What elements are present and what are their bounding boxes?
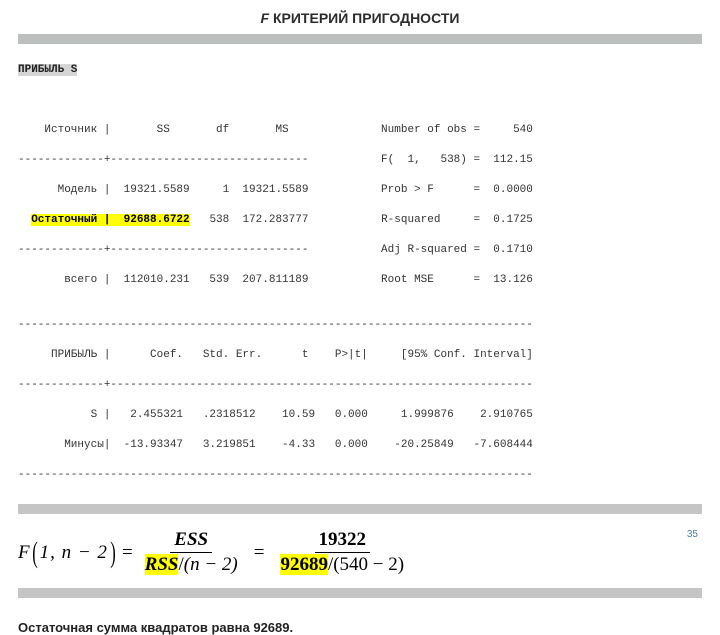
divider-mid <box>18 504 702 514</box>
footnote-text: Остаточная сумма квадратов равна 92689. <box>18 620 702 635</box>
page-title: F КРИТЕРИЙ ПРИГОДНОСТИ <box>0 10 720 26</box>
term-row-residual: Остаточный | 92688.6722 538 172.283777 R… <box>18 213 702 228</box>
stata-output: ПРИБЫЛЬ S Источник | SS df MS Number of … <box>18 48 702 498</box>
frac-den-val: 92689/(540 − 2) <box>276 553 408 576</box>
formula-row: F ( 1, n − 2 ) = ESS RSS/(n − 2) = 19322… <box>18 522 702 584</box>
term-row: Модель | 19321.5589 1 19321.5589 Prob > … <box>18 183 702 198</box>
page-number: 35 <box>687 529 698 540</box>
term-row: Источник | SS df MS Number of obs = 540 <box>18 123 702 138</box>
term-row: ПРИБЫЛЬ | Coef. Std. Err. t P>|t| [95% C… <box>18 348 702 363</box>
f-symbol: F <box>18 542 30 564</box>
equals-1: = <box>122 542 133 564</box>
divider-top <box>18 34 702 44</box>
frac-num-val: 19322 <box>315 530 371 553</box>
term-row: -------------+--------------------------… <box>18 153 702 168</box>
fraction-symbolic: ESS RSS/(n − 2) <box>141 530 242 576</box>
frac-num: ESS <box>170 530 212 553</box>
residual-highlight: Остаточный | 92688.6722 <box>31 214 189 226</box>
f-args: 1, n − 2 <box>40 542 108 564</box>
frac-den: RSS/(n − 2) <box>141 553 242 576</box>
term-row: всего | 112010.231 539 207.811189 Root M… <box>18 273 702 288</box>
term-row: Минусы| -13.93347 3.219851 -4.33 0.000 -… <box>18 438 702 453</box>
rss-highlight: RSS <box>145 554 179 575</box>
rss-value-highlight: 92689 <box>280 554 328 575</box>
output-header: ПРИБЫЛЬ S <box>18 64 77 76</box>
fraction-numeric: 19322 92689/(540 − 2) <box>276 530 408 576</box>
title-text: КРИТЕРИЙ ПРИГОДНОСТИ <box>269 10 459 26</box>
term-row: -------------+--------------------------… <box>18 243 702 258</box>
term-row: S | 2.455321 .2318512 10.59 0.000 1.9998… <box>18 408 702 423</box>
divider-bottom <box>18 588 702 598</box>
term-row: ----------------------------------------… <box>18 318 702 333</box>
term-row: -------------+--------------------------… <box>18 378 702 393</box>
term-row: ----------------------------------------… <box>18 468 702 483</box>
equals-2: = <box>254 542 265 564</box>
title-italic: F <box>261 10 270 26</box>
